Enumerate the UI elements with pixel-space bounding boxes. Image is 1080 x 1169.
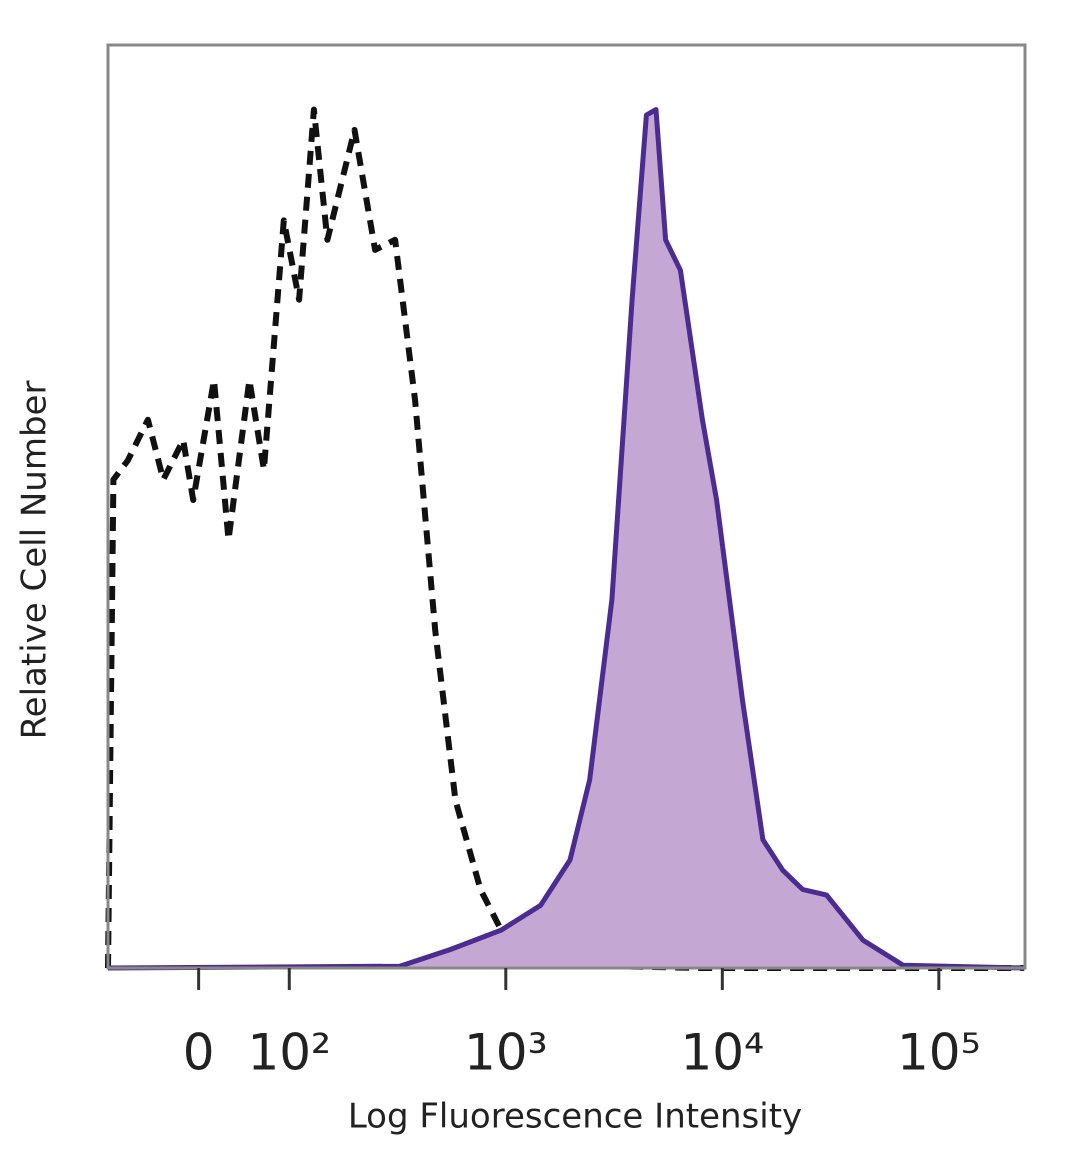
histogram-line [105, 106, 1025, 971]
histogram-line [107, 107, 1025, 971]
y-axis-label: Relative Cell Number [15, 381, 55, 740]
x-tick-label: 10² [247, 1024, 331, 1082]
x-tick-label: 10⁵ [897, 1024, 981, 1082]
plot-frame [106, 43, 1027, 970]
x-tick-label: 10³ [464, 1024, 548, 1082]
x-tick-label: 0 [183, 1024, 215, 1082]
histogram-area [108, 109, 1025, 969]
x-axis-label: Log Fluorescence Intensity [348, 1097, 802, 1137]
x-tick-label: 10⁴ [680, 1024, 764, 1082]
